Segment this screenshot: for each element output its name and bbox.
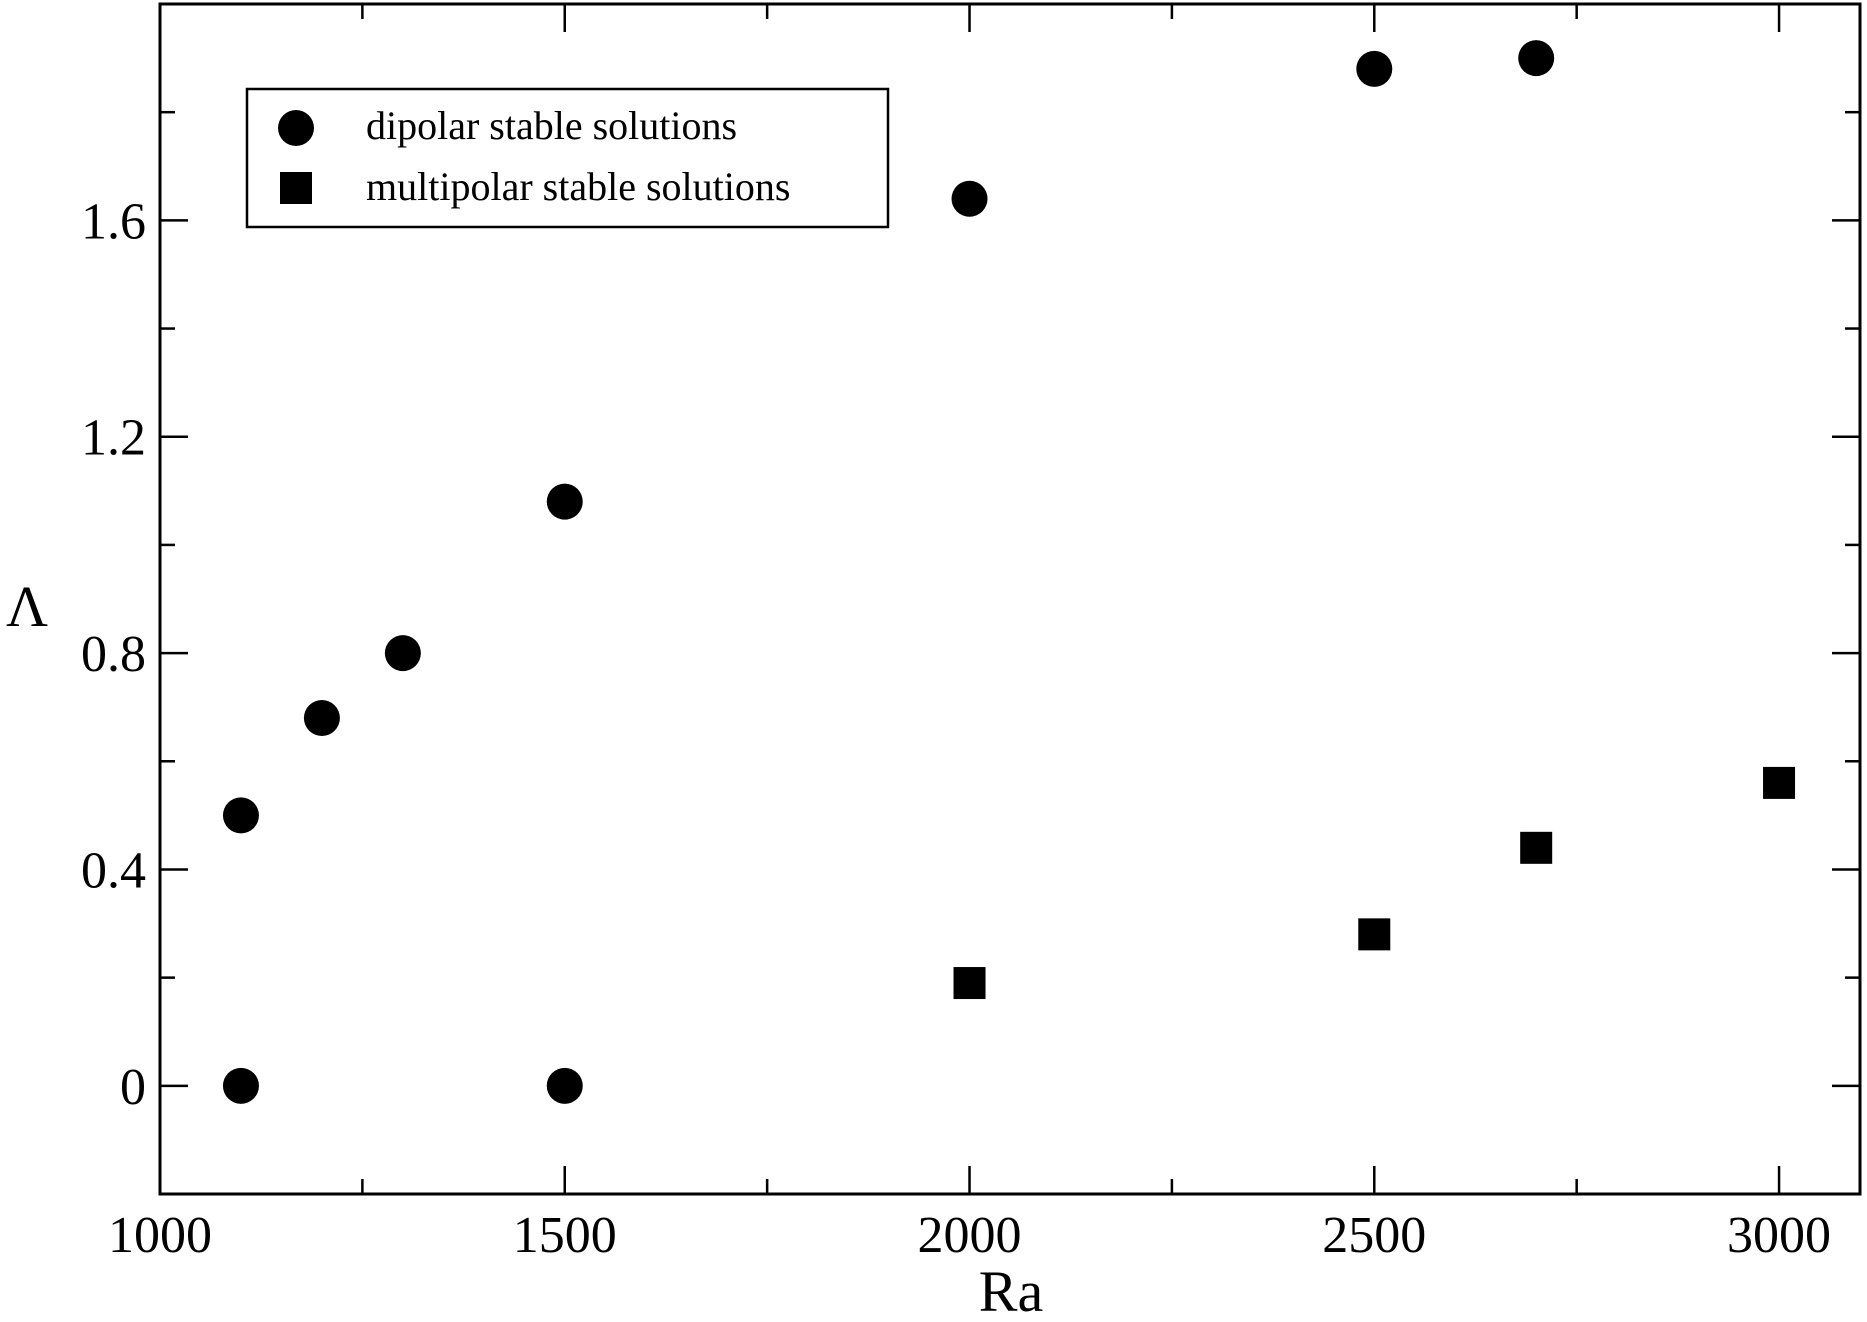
y-tick-label: 1.2	[81, 410, 146, 467]
data-point-dipolar	[951, 180, 988, 217]
plot-frame	[158, 2, 1862, 1196]
data-point-dipolar	[303, 700, 340, 736]
data-point-dipolar	[384, 635, 421, 672]
y-tick-label: 0	[120, 1059, 146, 1116]
data-point-dipolar	[546, 483, 583, 520]
legend: dipolar stable solutions multipolar stab…	[245, 87, 890, 229]
minor-ticks	[160, 4, 1860, 1194]
data-markers	[222, 40, 1796, 1104]
x-axis-title: Ra	[979, 1259, 1043, 1322]
data-point-multipolar	[1763, 766, 1796, 799]
data-point-dipolar	[1356, 50, 1393, 87]
y-tick-label: 1.6	[81, 193, 146, 250]
data-point-dipolar	[1518, 40, 1555, 77]
x-tick-label: 3000	[1727, 1207, 1831, 1264]
legend-label-multipolar: multipolar stable solutions	[366, 164, 790, 209]
y-axis-title: Λ	[6, 574, 48, 639]
data-point-multipolar	[1358, 918, 1391, 951]
x-tick-label: 1500	[513, 1207, 617, 1264]
y-tick-label: 0.8	[81, 626, 146, 683]
data-point-dipolar	[546, 1067, 583, 1104]
x-tick-label: 2500	[1322, 1207, 1426, 1264]
x-tick-label: 1000	[108, 1207, 212, 1264]
data-point-dipolar	[222, 797, 259, 834]
tick-labels: 1000 1500 2000 2500 3000 0 0.4 0.8 1.2 1.6	[81, 193, 1831, 1264]
data-point-multipolar	[1520, 831, 1553, 864]
x-tick-label: 2000	[918, 1207, 1022, 1264]
data-point-dipolar	[222, 1067, 259, 1104]
legend-box	[245, 87, 890, 229]
data-point-multipolar	[953, 967, 986, 1000]
y-tick-label: 0.4	[81, 842, 146, 899]
legend-label-dipolar: dipolar stable solutions	[366, 103, 737, 148]
legend-marker-dipolar	[278, 110, 314, 146]
major-ticks	[158, 4, 1860, 1194]
legend-marker-multipolar	[280, 172, 312, 204]
